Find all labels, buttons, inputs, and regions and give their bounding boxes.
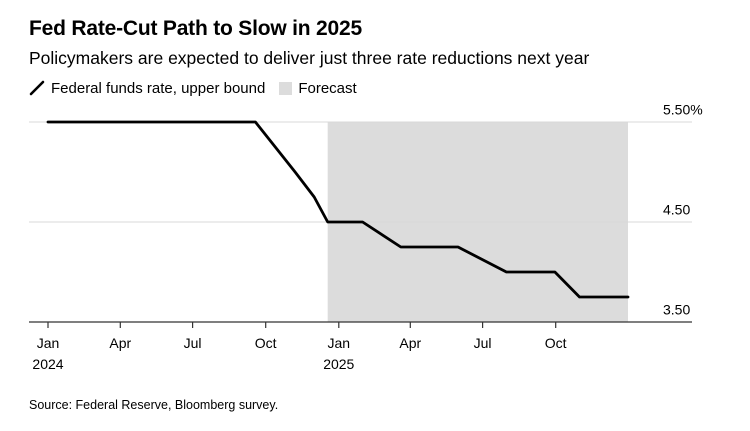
x-tick-year-label: 2025 (323, 356, 354, 372)
legend-label-forecast: Forecast (298, 79, 357, 97)
legend-label-rate: Federal funds rate, upper bound (51, 79, 266, 97)
x-tick-label: Oct (255, 335, 277, 351)
x-axis-ticks (47, 322, 557, 328)
x-tick-label: Jul (474, 335, 492, 351)
x-tick-year-label: 2024 (32, 356, 63, 372)
chart-subtitle: Policymakers are expected to deliver jus… (29, 48, 590, 68)
y-tick-label: 4.50 (663, 202, 690, 218)
legend-item-forecast: Forecast (279, 79, 357, 97)
chart-title: Fed Rate-Cut Path to Slow in 2025 (29, 17, 362, 40)
x-tick-label: Apr (109, 335, 131, 351)
source-note: Source: Federal Reserve, Bloomberg surve… (29, 398, 279, 412)
legend: Federal funds rate, upper bound Forecast (29, 78, 357, 98)
x-tick-label: Jan (37, 335, 60, 351)
x-tick-label: Oct (545, 335, 567, 351)
y-axis-labels: 5.50% 4.50 3.50 (663, 102, 703, 318)
x-tick-label: Apr (399, 335, 421, 351)
y-tick-label: 3.50 (663, 302, 690, 318)
x-tick-label: Jul (184, 335, 202, 351)
legend-item-rate: Federal funds rate, upper bound (29, 80, 265, 97)
series-line-federal-funds-rate (46, 120, 630, 299)
legend-line-swatch-icon (29, 80, 45, 96)
x-tick-label: Jan (328, 335, 351, 351)
legend-forecast-swatch-icon (279, 81, 293, 95)
y-tick-label: 5.50% (663, 102, 703, 118)
x-axis-labels: Jan 2024 Apr Jul Oct Jan 2025 Apr Jul Oct (32, 335, 566, 372)
